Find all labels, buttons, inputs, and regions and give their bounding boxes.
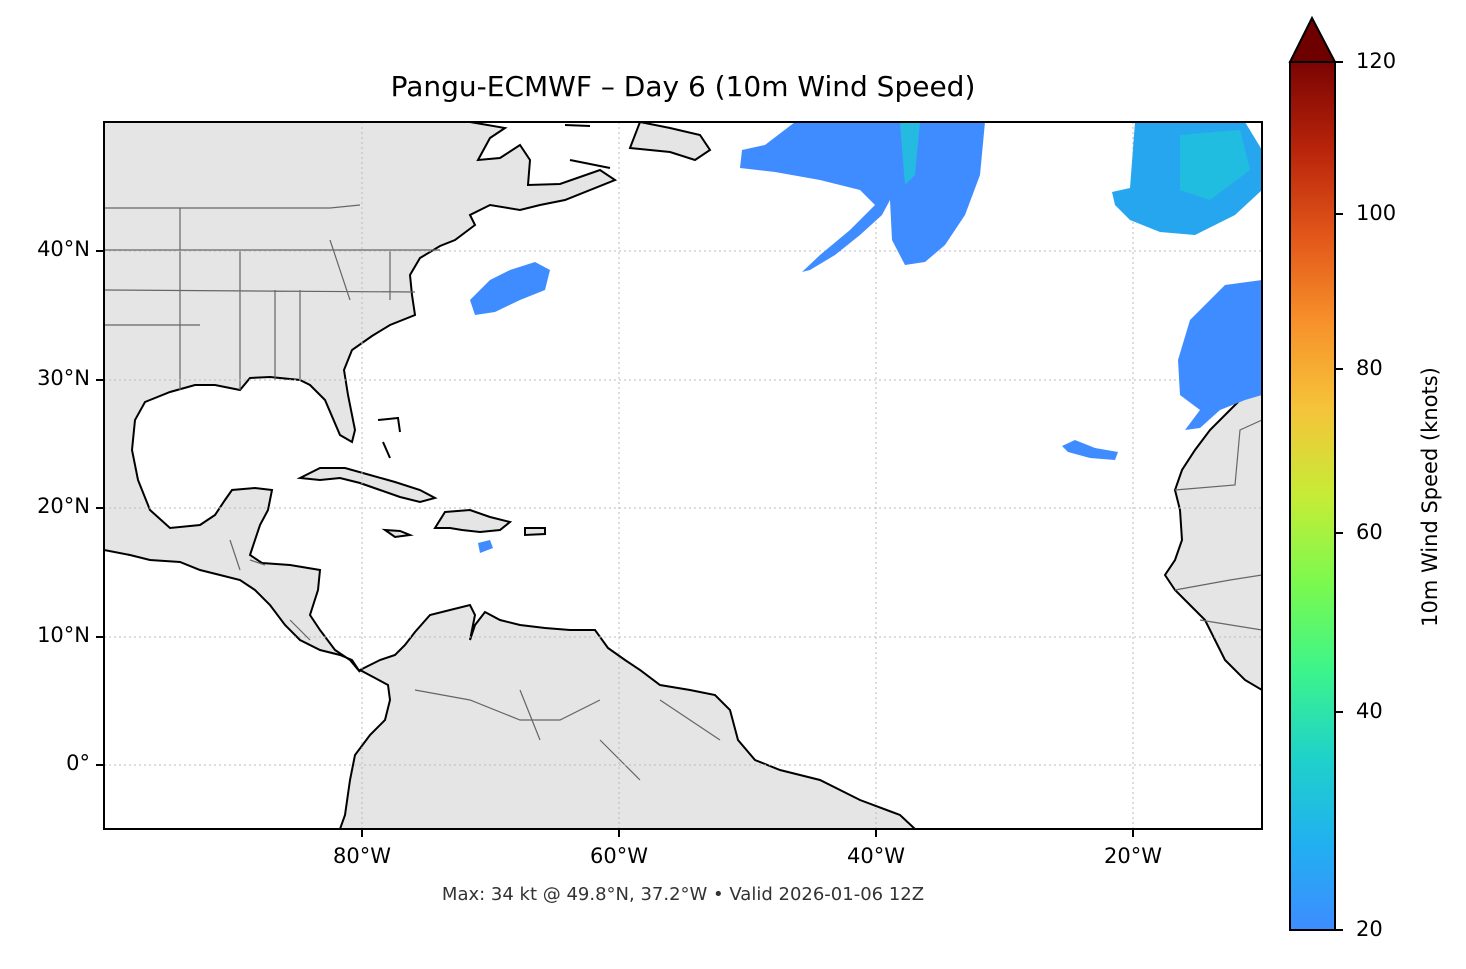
jamaica — [381, 528, 414, 539]
lat-label-10n: 10°N — [37, 623, 90, 647]
azores-patch — [1178, 280, 1262, 430]
lat-label-0: 0° — [66, 751, 90, 775]
colorbar-tick: 40 — [1356, 699, 1383, 723]
map-border — [103, 121, 1263, 830]
colorbar-tick: 100 — [1356, 201, 1397, 225]
colorbar-tick: 20 — [1356, 917, 1383, 941]
map-ticks — [96, 250, 1134, 837]
bahamas — [377, 416, 401, 459]
newfoundland — [628, 122, 712, 162]
south-america-land — [338, 603, 917, 829]
map-title: Pangu-ECMWF – Day 6 (10m Wind Speed) — [390, 70, 976, 103]
wind-features — [470, 122, 1262, 553]
colorbar-tick: 60 — [1356, 520, 1383, 544]
lon-label-20w: 20°W — [1104, 844, 1162, 868]
africa-land — [1163, 383, 1262, 692]
lon-label-40w: 40°W — [847, 844, 905, 868]
north-central-atlantic-jet — [740, 122, 985, 272]
colorbar-title: 10m Wind Speed (knots) — [1418, 367, 1442, 627]
lat-label-30n: 30°N — [37, 366, 90, 390]
lat-label-40n: 40°N — [37, 237, 90, 261]
lat-label-20n: 20°N — [37, 494, 90, 518]
colorbar-tick: 80 — [1356, 356, 1383, 380]
pei — [564, 124, 611, 169]
lon-label-80w: 80°W — [333, 844, 391, 868]
caribbean-patch — [478, 540, 493, 553]
north-america-land — [104, 122, 618, 673]
puerto-rico — [524, 527, 546, 537]
hispaniola — [433, 508, 513, 534]
internal-borders — [104, 204, 1262, 781]
lon-label-60w: 60°W — [590, 844, 648, 868]
west-atlantic-patch — [470, 262, 550, 315]
colorbar-extend-arrow — [1288, 15, 1337, 63]
canary-patch — [1062, 440, 1118, 460]
footer-note: Max: 34 kt @ 49.8°N, 37.2°W • Valid 2026… — [441, 884, 925, 905]
colorbar-tick: 120 — [1356, 49, 1397, 73]
gridlines — [104, 122, 1262, 829]
cuba — [296, 467, 438, 504]
colorbar — [1288, 15, 1343, 931]
